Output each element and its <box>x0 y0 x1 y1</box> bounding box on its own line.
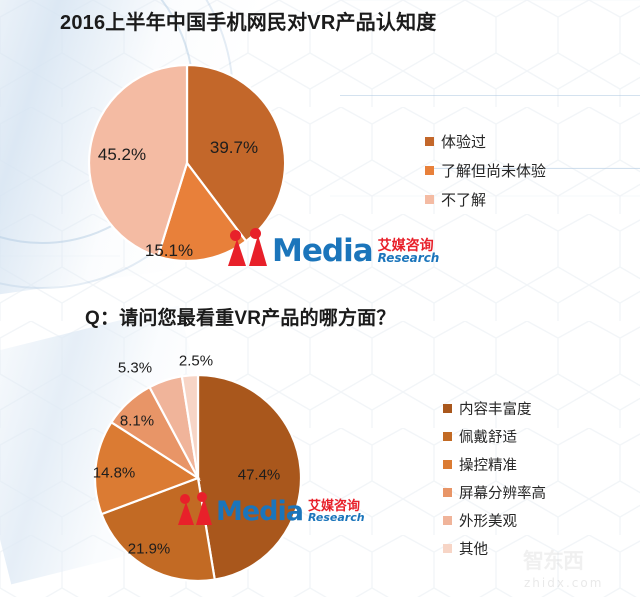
pie-chart-awareness: 39.7% 15.1% 45.2% <box>87 63 287 263</box>
legend-item[interactable]: 其他 <box>443 534 546 562</box>
legend-item[interactable]: 佩戴舒适 <box>443 422 546 450</box>
legend-swatch-icon <box>443 403 452 413</box>
iimedia-subtitle: Research <box>377 251 440 265</box>
chart-title-priorities: Q：请问您最看重VR产品的哪方面？ <box>85 308 396 329</box>
legend-item[interactable]: 体验过 <box>425 127 546 156</box>
legend-item-label: 了解但尚未体验 <box>441 163 547 180</box>
legend-swatch-icon <box>443 515 452 525</box>
pie-slice[interactable] <box>93 420 201 516</box>
legend-awareness: 体验过 了解但尚未体验 不了解 <box>425 127 546 214</box>
pie-slice-label: 5.3% <box>117 359 153 377</box>
legend-swatch-icon <box>443 431 452 441</box>
legend-item-label: 内容丰富度 <box>459 401 532 418</box>
pie-slice-label: 45.2% <box>97 145 147 164</box>
legend-item[interactable]: 不了解 <box>425 185 546 214</box>
pie-slice[interactable] <box>196 373 303 581</box>
watermark-domain: zhidx.com <box>524 576 604 590</box>
pie-slice[interactable] <box>185 63 287 243</box>
watermark-brand-cn: 智东西 <box>523 550 584 573</box>
pie-slice-label: 8.1% <box>119 412 155 430</box>
legend-swatch-icon <box>425 195 434 204</box>
iimedia-wordmark: Media <box>272 232 374 269</box>
iimedia-subtitle: Research <box>307 511 365 524</box>
legend-item[interactable]: 内容丰富度 <box>443 394 546 422</box>
legend-item-label: 操控精准 <box>459 457 517 474</box>
pie-slice-label: 14.8% <box>92 464 136 482</box>
legend-item-label: 佩戴舒适 <box>459 429 517 446</box>
iimedia-logo: Media 艾媒咨询 Research <box>178 492 365 525</box>
pie-chart-priorities-svg <box>93 373 303 583</box>
iimedia-chinese-name: 艾媒咨询 Research <box>308 499 365 525</box>
iimedia-logo: Media 艾媒咨询 Research <box>228 228 439 266</box>
pie-slice[interactable] <box>87 63 189 258</box>
zhidx-watermark: 智东西 zhidx.com <box>518 543 630 591</box>
pie-slice-label: 39.7% <box>209 138 259 157</box>
pie-slice-label: 2.5% <box>178 352 214 370</box>
iimedia-figures-icon <box>178 492 214 525</box>
pie-chart-priorities: 47.4% 21.9% 14.8% 8.1% 5.3% 2.5% <box>92 353 303 583</box>
iimedia-chinese-name: 艾媒咨询 Research <box>378 238 440 266</box>
legend-swatch-icon <box>443 487 452 497</box>
legend-swatch-icon <box>425 166 434 175</box>
pie-slice-label: 21.9% <box>127 540 171 558</box>
legend-item[interactable]: 外形美观 <box>443 506 546 534</box>
legend-item-label: 不了解 <box>441 192 487 209</box>
iimedia-name-cn: 艾媒咨询 <box>377 237 434 253</box>
legend-swatch-icon <box>425 137 434 146</box>
legend-priorities: 内容丰富度 佩戴舒适 操控精准 屏幕分辨率高 外形美观 其他 <box>443 394 546 562</box>
legend-item-label: 屏幕分辨率高 <box>459 485 546 502</box>
pie-chart-awareness-svg <box>87 63 287 263</box>
legend-item-label: 外形美观 <box>459 513 517 530</box>
legend-item-label: 其他 <box>459 541 488 558</box>
pie-slice-label: 47.4% <box>237 466 281 484</box>
iimedia-figures-icon <box>228 228 270 266</box>
iimedia-wordmark: Media <box>216 496 304 528</box>
iimedia-name-cn: 艾媒咨询 <box>307 498 360 513</box>
pie-slice[interactable] <box>180 373 200 479</box>
legend-item-label: 体验过 <box>441 134 487 151</box>
legend-item[interactable]: 操控精准 <box>443 450 546 478</box>
legend-item[interactable]: 了解但尚未体验 <box>425 156 546 185</box>
legend-swatch-icon <box>443 543 452 553</box>
chart-title-awareness: 2016上半年中国手机网民对VR产品认知度 <box>60 12 437 34</box>
legend-item[interactable]: 屏幕分辨率高 <box>443 478 546 506</box>
legend-swatch-icon <box>443 459 452 469</box>
background-line-1 <box>340 95 640 96</box>
pie-slice-label: 15.1% <box>144 241 194 260</box>
